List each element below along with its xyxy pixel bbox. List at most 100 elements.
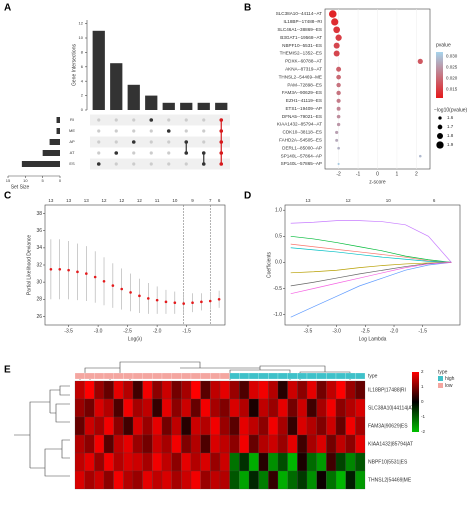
point xyxy=(129,291,132,294)
dot xyxy=(335,34,342,41)
y-axis-label: Gene Intersections xyxy=(71,44,77,86)
heat-cell xyxy=(171,380,182,400)
annotation-title: type xyxy=(368,373,378,379)
colorbar-tick-label: 2 xyxy=(421,369,424,374)
top-tick-label: 13 xyxy=(84,198,90,203)
heat-cell xyxy=(355,398,366,418)
dot xyxy=(333,50,340,57)
matrix-dot xyxy=(131,140,136,144)
heat-cell xyxy=(229,380,240,400)
size-legend-dot xyxy=(437,124,443,130)
dot xyxy=(335,130,339,135)
heat-cell xyxy=(74,470,85,490)
heat-cell xyxy=(297,416,308,436)
heat-cell xyxy=(113,452,124,472)
set-tick-label: 10 xyxy=(23,178,28,183)
legend-label: low xyxy=(445,383,453,389)
heat-cell xyxy=(355,470,366,490)
annotation-cell xyxy=(335,372,346,380)
annotation-cell xyxy=(200,372,211,380)
top-tick-label: 12 xyxy=(119,198,125,203)
dot xyxy=(328,10,337,18)
heat-cell xyxy=(142,452,153,472)
heat-cell xyxy=(123,452,134,472)
matrix-dot-empty xyxy=(149,140,153,144)
y-tick-label: 36 xyxy=(36,228,42,234)
matrix-dot xyxy=(219,162,224,166)
heat-cell xyxy=(190,416,201,436)
colorbar-tick-label: -1 xyxy=(421,414,425,419)
heat-cell xyxy=(355,380,366,400)
heat-cell xyxy=(258,380,269,400)
heat-cell xyxy=(306,452,317,472)
top-tick-label: 10 xyxy=(386,198,392,203)
y-tick-label: 0.5 xyxy=(275,234,282,240)
heat-cell xyxy=(132,416,143,436)
matrix-dot xyxy=(219,129,224,133)
annotation-cell xyxy=(210,372,221,380)
annotation-cell xyxy=(287,372,298,380)
set-size-bar xyxy=(56,117,60,123)
heat-cell xyxy=(113,398,124,418)
y-tick-label: -1.0 xyxy=(273,312,282,318)
top-tick-label: 6 xyxy=(433,198,436,203)
annotation-cell xyxy=(103,372,114,380)
matrix-dot-empty xyxy=(167,118,171,122)
heat-cell xyxy=(74,416,85,436)
bar xyxy=(92,30,105,110)
set-size-bar xyxy=(21,161,60,167)
x-tick-label: -3.5 xyxy=(304,328,313,334)
heat-cell xyxy=(287,398,298,418)
heat-cell xyxy=(297,398,308,418)
point xyxy=(208,299,212,303)
heat-cell xyxy=(287,452,298,472)
matrix-dot xyxy=(219,140,224,144)
heat-cell xyxy=(103,470,114,490)
panel-label: C xyxy=(4,191,11,202)
matrix-dot-empty xyxy=(97,140,101,144)
heat-cell xyxy=(335,452,346,472)
top-tick-label: 13 xyxy=(48,198,54,203)
heat-cell xyxy=(316,434,327,454)
matrix-dot-empty xyxy=(132,162,136,166)
heat-cell xyxy=(297,452,308,472)
heat-cell xyxy=(123,380,134,400)
heat-cell xyxy=(200,380,211,400)
heat-cell xyxy=(84,398,95,418)
heat-cell xyxy=(297,380,308,400)
heat-cell xyxy=(287,434,298,454)
heat-cell xyxy=(152,452,163,472)
heat-cell xyxy=(345,380,356,400)
bar xyxy=(180,102,193,110)
heat-cell xyxy=(326,380,337,400)
heat-cell xyxy=(152,434,163,454)
heat-cell xyxy=(132,434,143,454)
size-legend-dot xyxy=(438,116,442,120)
heat-cell xyxy=(142,416,153,436)
heat-cell xyxy=(161,470,172,490)
heat-cell xyxy=(258,398,269,418)
heat-cell xyxy=(103,434,114,454)
annotation-cell xyxy=(123,372,134,380)
y-tick-label: EZH1--41119--ES xyxy=(286,98,322,103)
colorbar-tick-label: 0.030 xyxy=(446,54,458,59)
top-tick-label: 9 xyxy=(191,198,194,203)
y-tick-label: DFNA5--79021--ES xyxy=(282,114,322,119)
heat-cell xyxy=(181,380,192,400)
matrix-dot-empty xyxy=(97,118,101,122)
annotation-cell xyxy=(132,372,143,380)
matrix-dot-empty xyxy=(97,151,101,155)
heat-cell xyxy=(248,452,259,472)
row-label: KIAA1432|85794|AT xyxy=(368,441,413,447)
bar xyxy=(215,102,228,110)
matrix-dot-empty xyxy=(202,129,206,133)
matrix-dot-empty xyxy=(132,151,136,155)
y-tick-label: -0.5 xyxy=(273,286,282,292)
heat-cell xyxy=(326,434,337,454)
dot xyxy=(333,26,340,34)
heat-cell xyxy=(345,470,356,490)
heat-cell xyxy=(152,416,163,436)
heat-cell xyxy=(326,452,337,472)
matrix-dot-empty xyxy=(114,118,118,122)
